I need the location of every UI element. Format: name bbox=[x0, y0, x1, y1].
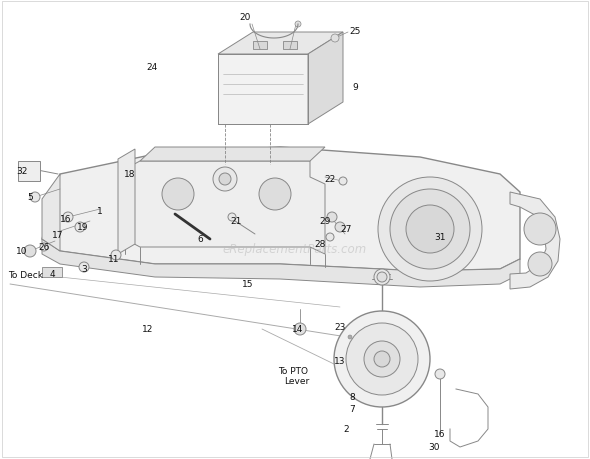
Polygon shape bbox=[140, 148, 325, 162]
Circle shape bbox=[294, 323, 306, 335]
Circle shape bbox=[374, 269, 390, 285]
Text: 28: 28 bbox=[314, 240, 326, 249]
Circle shape bbox=[331, 35, 339, 43]
Circle shape bbox=[40, 243, 48, 252]
Polygon shape bbox=[42, 268, 62, 277]
Text: 5: 5 bbox=[27, 193, 33, 202]
Text: 12: 12 bbox=[142, 325, 153, 334]
Text: To Deck: To Deck bbox=[8, 271, 43, 280]
Text: 27: 27 bbox=[340, 225, 352, 234]
Text: 2: 2 bbox=[343, 425, 349, 434]
Polygon shape bbox=[42, 240, 520, 287]
Text: 32: 32 bbox=[17, 167, 28, 176]
Text: 18: 18 bbox=[124, 170, 136, 179]
Circle shape bbox=[378, 178, 482, 281]
Text: To PTO: To PTO bbox=[278, 367, 308, 375]
Text: 9: 9 bbox=[352, 84, 358, 92]
Circle shape bbox=[335, 223, 345, 233]
Text: 22: 22 bbox=[324, 175, 336, 184]
Text: 23: 23 bbox=[335, 323, 346, 332]
Circle shape bbox=[30, 193, 40, 202]
Text: 31: 31 bbox=[434, 233, 446, 242]
Text: 25: 25 bbox=[349, 28, 360, 36]
Text: 14: 14 bbox=[292, 325, 304, 334]
Text: 21: 21 bbox=[230, 217, 242, 226]
Text: 10: 10 bbox=[17, 247, 28, 256]
Text: 30: 30 bbox=[428, 442, 440, 452]
Circle shape bbox=[339, 178, 347, 185]
Circle shape bbox=[364, 341, 400, 377]
Text: 15: 15 bbox=[242, 280, 254, 289]
Circle shape bbox=[377, 272, 387, 282]
Circle shape bbox=[326, 234, 334, 241]
Circle shape bbox=[111, 251, 121, 260]
Circle shape bbox=[348, 335, 352, 339]
Polygon shape bbox=[125, 162, 325, 254]
Text: 7: 7 bbox=[349, 405, 355, 414]
Circle shape bbox=[162, 179, 194, 211]
Text: 17: 17 bbox=[53, 231, 64, 240]
Circle shape bbox=[75, 223, 85, 233]
Polygon shape bbox=[283, 42, 297, 50]
Circle shape bbox=[213, 168, 237, 191]
Circle shape bbox=[374, 351, 390, 367]
Circle shape bbox=[295, 22, 301, 28]
Polygon shape bbox=[218, 55, 308, 125]
Circle shape bbox=[406, 206, 454, 253]
Circle shape bbox=[334, 311, 430, 407]
Text: 4: 4 bbox=[49, 270, 55, 279]
Circle shape bbox=[528, 252, 552, 276]
Circle shape bbox=[79, 263, 89, 272]
Polygon shape bbox=[42, 174, 60, 252]
Polygon shape bbox=[118, 150, 135, 254]
Text: 29: 29 bbox=[319, 217, 330, 226]
Circle shape bbox=[63, 213, 73, 223]
Text: 13: 13 bbox=[335, 357, 346, 366]
Polygon shape bbox=[218, 33, 343, 55]
Circle shape bbox=[259, 179, 291, 211]
Polygon shape bbox=[308, 33, 343, 125]
Circle shape bbox=[24, 246, 36, 257]
Text: 3: 3 bbox=[81, 265, 87, 274]
Polygon shape bbox=[253, 42, 267, 50]
Circle shape bbox=[524, 213, 556, 246]
Text: 16: 16 bbox=[60, 215, 72, 224]
Circle shape bbox=[327, 213, 337, 223]
Text: 6: 6 bbox=[197, 235, 203, 244]
Text: 24: 24 bbox=[146, 63, 158, 73]
Circle shape bbox=[228, 213, 236, 222]
Circle shape bbox=[435, 369, 445, 379]
Text: 20: 20 bbox=[240, 13, 251, 22]
Text: 19: 19 bbox=[77, 223, 88, 232]
Text: Lever: Lever bbox=[284, 377, 309, 386]
Polygon shape bbox=[510, 193, 560, 289]
Text: eReplacementParts.com: eReplacementParts.com bbox=[223, 243, 367, 256]
Text: 16: 16 bbox=[434, 430, 446, 438]
Circle shape bbox=[219, 174, 231, 185]
Text: 11: 11 bbox=[108, 255, 120, 264]
Text: 8: 8 bbox=[349, 392, 355, 402]
Polygon shape bbox=[42, 148, 520, 271]
Text: 1: 1 bbox=[97, 207, 103, 216]
Polygon shape bbox=[18, 162, 40, 182]
Text: 26: 26 bbox=[38, 243, 50, 252]
Circle shape bbox=[346, 323, 418, 395]
Circle shape bbox=[390, 190, 470, 269]
